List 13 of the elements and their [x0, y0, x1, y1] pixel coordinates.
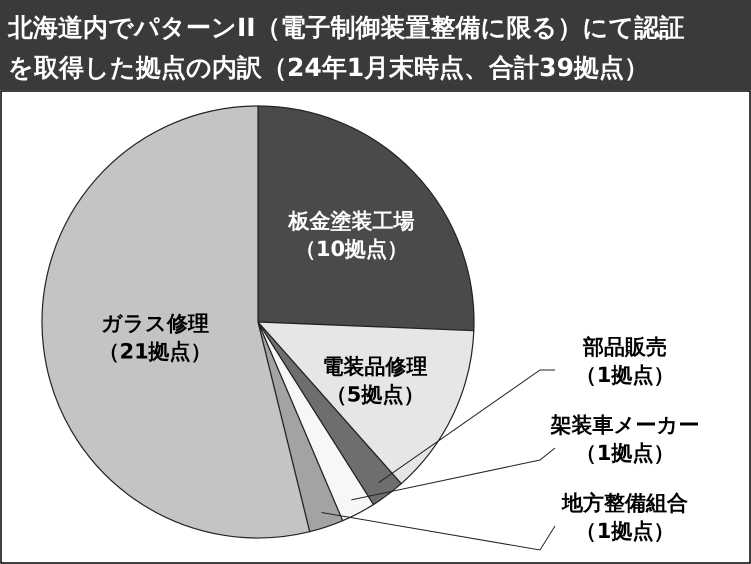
slice-label: 電装品修理	[322, 354, 428, 379]
slice-label: ガラス修理	[101, 311, 210, 336]
chart-title: 北海道内でパターンII（電子制御装置整備に限る）にて認証を取得した拠点の内訳（24年1月末時点、合計39拠点）	[7, 13, 685, 82]
slice-label: 地方整備組合	[561, 491, 688, 515]
data-label: （1拠点）	[576, 441, 674, 465]
slice-label: 部品販売	[582, 335, 667, 359]
data-label: （10拠点）	[294, 237, 408, 262]
slice-label: 架装車メーカー	[550, 413, 700, 437]
data-label: （1拠点）	[576, 363, 674, 387]
data-label: （5拠点）	[326, 382, 424, 407]
slice-label: 板金塗装工場	[287, 209, 414, 234]
data-label: （21拠点）	[98, 339, 212, 364]
data-label: （1拠点）	[576, 519, 674, 543]
